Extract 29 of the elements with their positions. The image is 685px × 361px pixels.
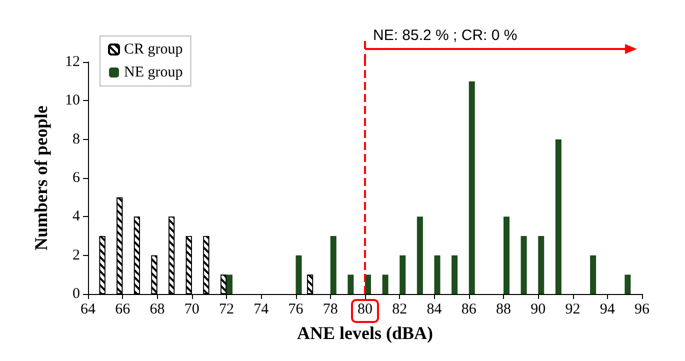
- x-tick-label: 92: [565, 302, 580, 318]
- legend-label: NE group: [124, 64, 183, 80]
- x-tick-label: 90: [530, 302, 546, 318]
- x-tick-label: 64: [80, 302, 96, 318]
- y-tick-label: 12: [65, 54, 80, 70]
- y-axis-title: Numbers of people: [31, 105, 51, 250]
- x-tick-label: 80: [358, 302, 372, 318]
- x-tick-label: 72: [219, 302, 234, 318]
- text: NE: 85.2 % ; CR: 0 %: [373, 27, 518, 44]
- y-tick-label: 0: [72, 286, 80, 302]
- x-tick-label: 76: [288, 302, 304, 318]
- x-tick-label: 66: [115, 302, 131, 318]
- legend-label: CR group: [124, 42, 183, 58]
- x-tick-label: 68: [150, 302, 165, 318]
- y-tick-label: 4: [72, 208, 80, 225]
- x-tick-label: 88: [496, 302, 511, 318]
- y-tick-label: 10: [65, 92, 80, 109]
- x-axis-title: ANE levels (dBA): [297, 323, 433, 343]
- y-tick-label: 6: [72, 170, 80, 186]
- y-tick-label: 8: [72, 131, 80, 148]
- x-tick-label: 94: [600, 302, 616, 318]
- x-tick-label: 82: [392, 302, 408, 318]
- y-tick-label: 2: [72, 247, 80, 264]
- x-tick-label: 78: [322, 302, 338, 318]
- x-tick-label: 86: [461, 302, 477, 318]
- x-tick-label: 96: [634, 302, 650, 318]
- x-tick-label: 70: [184, 302, 200, 318]
- x-tick-label: 84: [426, 302, 442, 318]
- x-tick-label: 74: [254, 302, 270, 318]
